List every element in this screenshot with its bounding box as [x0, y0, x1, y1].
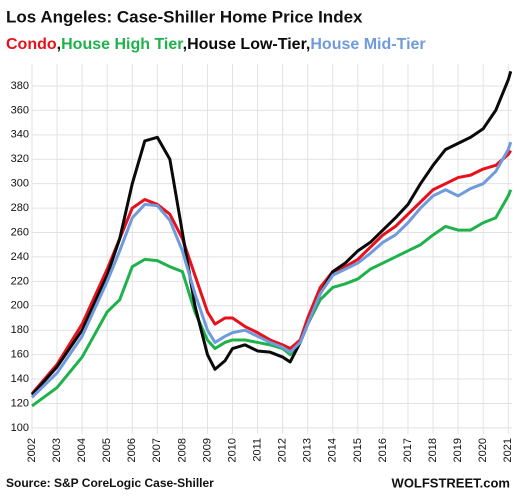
x-tick-label: 2003 [51, 438, 63, 462]
x-tick-label: 2007 [151, 438, 163, 462]
y-tick-label: 320 [11, 153, 29, 165]
x-tick-label: 2015 [352, 438, 364, 462]
y-tick-label: 380 [11, 80, 29, 92]
x-tick-label: 2005 [101, 438, 113, 462]
series-line [30, 70, 513, 396]
y-tick-label: 220 [11, 275, 29, 287]
legend-separator: , [306, 36, 310, 53]
legend-entry: House Low-Tier [187, 36, 306, 53]
x-tick-label: 2021 [502, 438, 514, 462]
x-tick-label: 2019 [452, 438, 464, 462]
y-tick-label: 120 [11, 397, 29, 409]
x-tick-label: 2006 [126, 438, 138, 462]
series-line [30, 149, 512, 395]
y-tick-label: 240 [11, 251, 29, 263]
legend-entry: Condo [6, 36, 57, 53]
x-tick-label: 2017 [402, 438, 414, 462]
y-tick-label: 340 [11, 129, 29, 141]
source: Source: S&P CoreLogic Case-Shiller [6, 476, 214, 490]
legend-entry: House High Tier [61, 36, 183, 53]
x-tick-label: 2012 [277, 438, 289, 462]
legend: Condo,House High Tier,House Low-Tier,Hou… [6, 36, 426, 53]
chart-title: Los Angeles: Case-Shiller Home Price Ind… [6, 7, 363, 26]
x-tick-label: 2004 [76, 438, 88, 462]
y-tick-label: 260 [11, 226, 29, 238]
x-tick-label: 2020 [477, 438, 489, 462]
legend-entry: House Mid-Tier [310, 36, 425, 53]
legend-separator: , [57, 36, 61, 53]
credit: WOLFSTREET.com [392, 475, 510, 490]
series-line [31, 189, 513, 408]
y-tick-label: 180 [11, 324, 29, 336]
x-tick-label: 2018 [427, 438, 439, 462]
x-tick-label: 2010 [226, 438, 238, 462]
x-tick-label: 2013 [302, 438, 314, 462]
x-tick-label: 2009 [201, 438, 213, 462]
x-tick-label: 2016 [377, 438, 389, 462]
y-tick-label: 300 [11, 178, 29, 190]
legend-separator: , [183, 36, 187, 53]
y-tick-label: 140 [11, 373, 29, 385]
x-tick-label: 2008 [176, 438, 188, 462]
y-tick-label: 100 [11, 422, 29, 434]
y-tick-label: 200 [11, 300, 29, 312]
y-tick-label: 160 [11, 349, 29, 361]
x-tick-label: 2014 [327, 438, 339, 462]
series-line [30, 141, 513, 399]
x-tick-label: 2011 [251, 438, 263, 462]
x-tick-label: 2002 [26, 438, 38, 462]
y-tick-label: 360 [11, 104, 29, 116]
y-tick-label: 280 [11, 202, 29, 214]
